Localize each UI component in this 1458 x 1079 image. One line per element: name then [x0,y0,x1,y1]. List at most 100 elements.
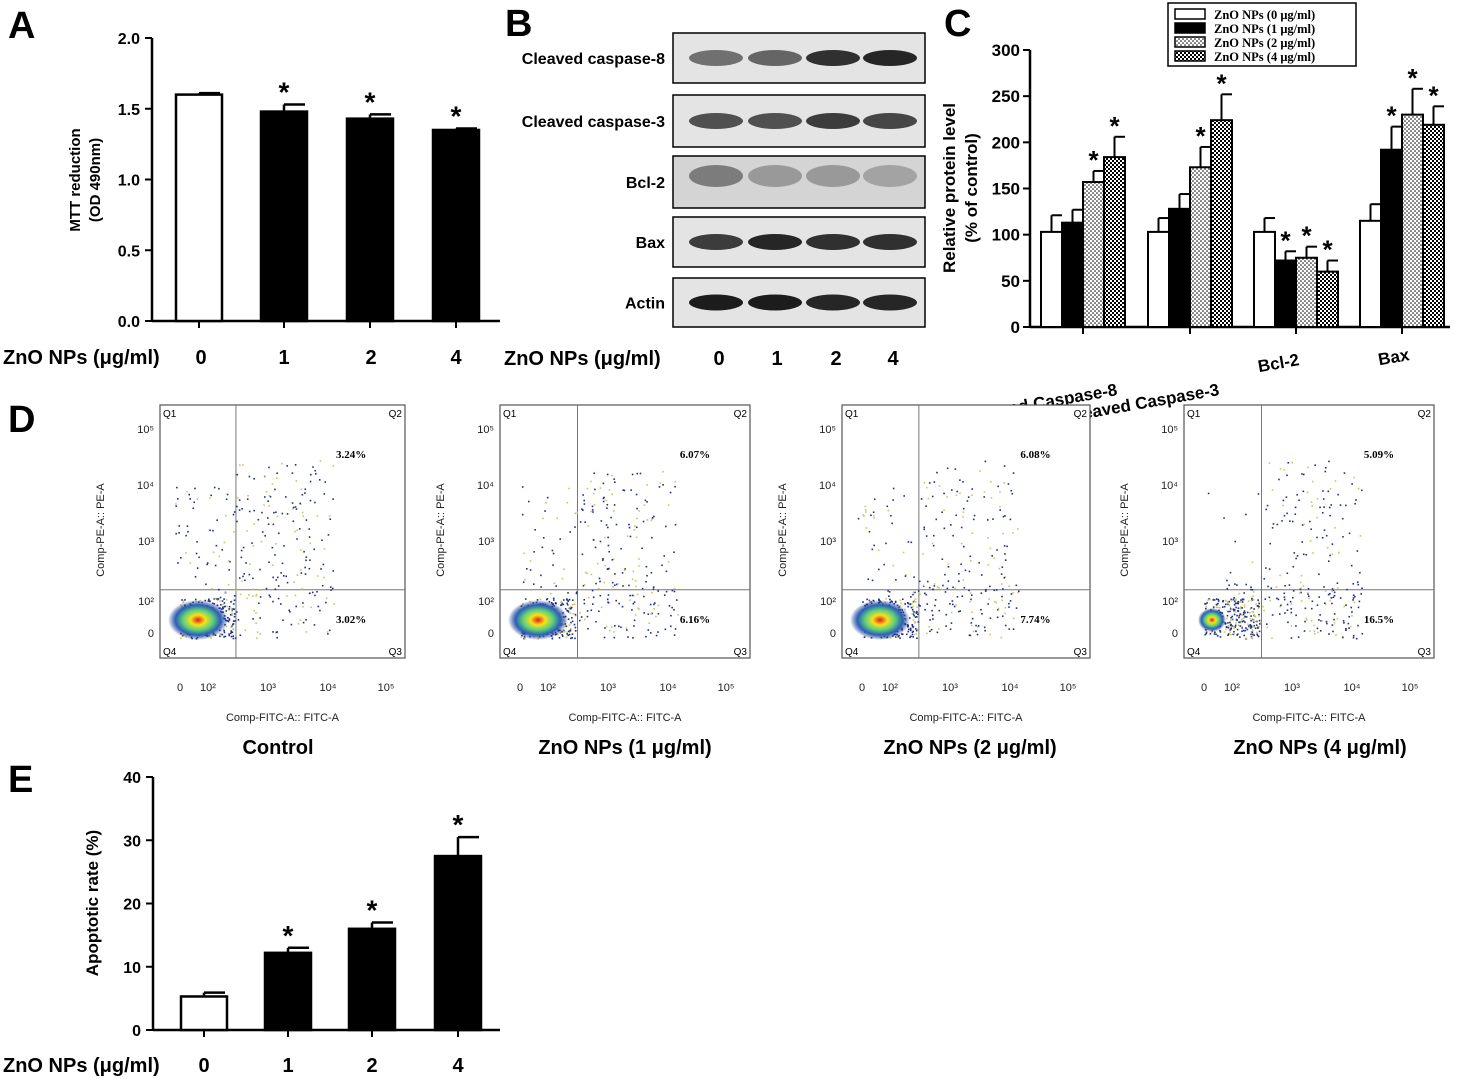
event-dot [1230,623,1232,626]
event-dot [253,610,256,612]
event-dot [615,523,618,526]
event-dot [598,610,600,613]
event-dot [918,604,920,606]
event-dot [230,607,233,610]
event-dot [225,498,228,501]
event-dot [899,637,901,639]
event-dot [189,498,192,500]
event-dot [610,516,612,519]
event-dot [1279,574,1281,577]
event-dot [1239,621,1241,624]
bar [1168,207,1191,329]
event-dot [673,634,676,636]
event-dot [917,621,920,623]
event-dot [1267,585,1269,588]
event-dot [865,527,868,529]
event-dot [1010,489,1013,492]
event-dot [242,464,244,466]
event-dot [913,599,916,602]
event-dot [916,616,918,618]
event-dot [1297,636,1300,638]
event-dot [230,626,232,629]
event-dot [970,594,973,596]
event-dot [309,480,312,483]
event-dot [911,625,914,628]
event-dot [603,581,606,584]
event-dot [599,487,602,489]
event-dot [1254,620,1257,623]
event-dot [1236,602,1239,605]
event-dot [673,608,675,611]
event-dot [586,572,588,575]
event-dot [268,505,270,507]
event-dot [304,488,307,491]
event-dot [1291,461,1294,464]
event-dot [1007,483,1010,485]
event-dot [581,508,583,511]
event-dot [1321,620,1323,622]
event-dot [912,610,914,613]
event-dot [186,490,188,493]
event-dot [1322,498,1325,500]
quadrant-label: Q1 [1187,409,1201,420]
event-dot [1002,588,1004,590]
event-dot [864,509,867,511]
event-dot [222,607,224,610]
event-dot [299,619,302,622]
event-dot [300,503,302,506]
event-dot [1204,633,1207,636]
event-dot [595,620,597,623]
event-dot [1329,554,1331,557]
flow-x-axis-label: Comp-FITC-A:: FITC-A [909,712,1023,724]
event-dot [1244,629,1247,632]
event-dot [1327,560,1330,562]
event-dot [606,568,609,570]
event-dot [902,551,905,554]
event-dot [305,519,308,521]
event-dot [195,552,198,555]
y-tick-label: 10³ [1162,536,1178,548]
event-dot [1331,624,1334,626]
event-dot [290,623,293,626]
event-dot [563,568,565,570]
event-dot [873,498,876,501]
blot-row-label: Bcl-2 [626,175,665,192]
event-dot [867,578,870,580]
blot-band [863,113,917,129]
event-dot [901,598,904,601]
legend-swatch [1174,36,1206,48]
event-dot [910,596,912,598]
event-dot [864,505,867,508]
event-dot [545,502,547,504]
event-dot [941,511,943,514]
y-tick-label: 0.0 [118,314,140,331]
event-dot [1233,613,1236,616]
event-dot [275,511,277,514]
event-dot [550,592,552,595]
event-dot [1251,611,1254,613]
event-dot [1296,555,1299,557]
event-dot [1223,517,1225,519]
event-dot [272,576,274,579]
event-dot [1310,607,1313,610]
blot-row-label: Cleaved caspase-3 [522,114,665,131]
event-dot [285,575,288,578]
y-tick-label: 10⁵ [819,424,836,436]
event-dot [1255,603,1257,605]
event-dot [999,491,1001,493]
event-dot [928,626,931,628]
event-dot [1269,599,1272,602]
event-dot [1235,602,1238,605]
event-dot [225,598,228,601]
event-dot [1239,606,1242,608]
event-dot [1304,607,1307,610]
y-tick-label: 10³ [138,536,154,548]
event-dot [1350,606,1353,609]
event-dot [914,601,917,603]
event-dot [1361,587,1363,590]
event-dot [612,558,615,561]
event-dot [229,560,231,563]
event-dot [305,556,308,559]
event-dot [604,564,606,567]
event-dot [604,536,606,539]
